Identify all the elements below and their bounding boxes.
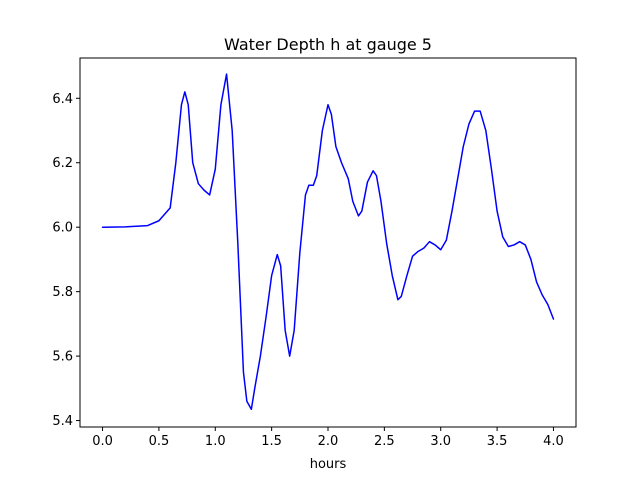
series-line-0 [101, 73, 555, 411]
x-tick-label: 0.5 [149, 434, 170, 449]
x-tick-label: 1.5 [261, 434, 282, 449]
y-tick-label: 5.8 [52, 285, 73, 300]
y-tick-label: 6.0 [52, 221, 73, 236]
x-tick-label: 3.5 [487, 434, 508, 449]
x-tick-label: 1.0 [205, 434, 226, 449]
x-tick-label: 4.0 [543, 434, 564, 449]
y-tick-label: 5.6 [52, 350, 73, 365]
x-tick-label: 0.0 [92, 434, 113, 449]
x-tick-label: 2.5 [374, 434, 395, 449]
y-tick-label: 6.4 [52, 92, 73, 107]
y-tick-label: 5.4 [52, 414, 73, 429]
x-tick-label: 2.0 [318, 434, 339, 449]
y-tick-label: 6.2 [52, 156, 73, 171]
plot-area [80, 58, 576, 427]
x-axis-label: hours [310, 457, 347, 472]
chart-title: Water Depth h at gauge 5 [224, 35, 432, 54]
x-tick-label: 3.0 [430, 434, 451, 449]
